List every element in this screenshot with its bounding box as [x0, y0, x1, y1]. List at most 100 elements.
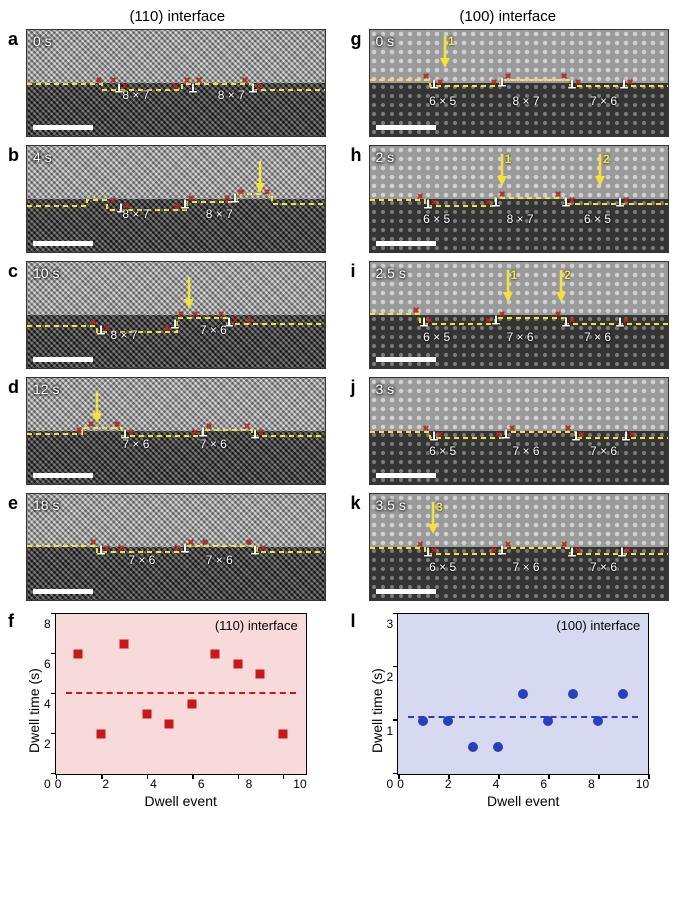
ratio-label: 7 × 6 — [206, 553, 233, 567]
time-label: 3.5 s — [376, 497, 406, 513]
dislocation-core-icon: T — [492, 195, 500, 210]
arrow-number: 2 — [564, 268, 571, 282]
data-point — [210, 650, 219, 659]
dislocation-core-icon: T — [430, 429, 438, 444]
micrograph: 3.5 s6 × 57 × 67 × 6+++++++TTTT3 — [369, 493, 669, 601]
x-axis-label: Dwell event — [55, 793, 307, 809]
panel-g: g0 s6 × 58 × 77 × 6+++++++TTTT1 — [355, 29, 674, 137]
y-axis-ticks: 3 2 1 0 — [387, 613, 398, 809]
panel-letter: k — [351, 493, 361, 514]
scale-bar — [33, 473, 93, 478]
dislocation-core-icon: T — [562, 315, 570, 330]
dislocation-core-icon: T — [424, 197, 432, 212]
y-axis-label: Dwell time (s) — [369, 613, 385, 809]
panel-j: j3 s6 × 57 × 67 × 6+++++++TTTT — [355, 377, 674, 485]
panel-letter: d — [8, 377, 19, 398]
time-label: 4 s — [33, 149, 52, 165]
ratio-label: 8 × 7 — [218, 88, 245, 102]
tick-label: 2 — [44, 737, 51, 751]
tick-label: 2 — [102, 777, 109, 791]
dislocation-core-icon: T — [616, 195, 624, 210]
panel-letter: b — [8, 145, 19, 166]
data-point — [568, 689, 578, 699]
tick-label: 4 — [493, 777, 500, 791]
micrograph: 2.5 s6 × 57 × 67 × 6+++++++TTTT12 — [369, 261, 669, 369]
time-label: 0 s — [33, 33, 52, 49]
dislocation-core-icon: T — [430, 77, 438, 92]
x-axis-label: Dwell event — [397, 793, 649, 809]
tick-label: 0 — [44, 777, 51, 791]
tick-label: 3 — [387, 617, 394, 631]
chart-title: (110) interface — [215, 618, 298, 633]
panel-b: b4 s8 × 78 × 7+++++++TTT — [12, 145, 331, 253]
arrow-number: 2 — [603, 152, 610, 166]
data-point — [493, 742, 503, 752]
chart-f: fDwell time (s)86420(110) interface02468… — [26, 613, 331, 809]
ratio-label: 6 × 5 — [423, 212, 450, 226]
data-point — [256, 670, 265, 679]
dislocation-core-icon: T — [572, 429, 580, 444]
data-point — [278, 730, 287, 739]
tick-label: 6 — [198, 777, 205, 791]
arrow-number: 3 — [436, 500, 443, 514]
time-label: 0 s — [376, 33, 395, 49]
panel-c: c10 s8 × 77 × 6++++++++TTT — [12, 261, 331, 369]
ratio-label: 8 × 7 — [507, 212, 534, 226]
dislocation-core-icon: T — [189, 81, 197, 96]
dislocation-core-icon: T — [618, 545, 626, 560]
y-axis-ticks: 86420 — [44, 613, 55, 809]
panel-i: i2.5 s6 × 57 × 67 × 6+++++++TTTT12 — [355, 261, 674, 369]
x-axis-ticks: 0246810 — [397, 775, 649, 791]
plot-area: (100) interface — [397, 613, 649, 775]
plot-area: (110) interface — [55, 613, 307, 775]
column-headers: (110) interface (100) interface — [12, 8, 673, 25]
interface-line — [27, 146, 325, 253]
dislocation-core-icon: T — [498, 75, 506, 90]
panel-letter: h — [351, 145, 362, 166]
scale-bar — [33, 125, 93, 130]
scale-bar — [376, 125, 436, 130]
arrow-number: 1 — [448, 34, 455, 48]
tick-label: 4 — [150, 777, 157, 791]
arrow-icon — [182, 275, 196, 311]
tick-label: 8 — [588, 777, 595, 791]
tick-label: 2 — [387, 670, 394, 684]
tick-label: 1 — [387, 724, 394, 738]
chart-body: (110) interface0246810Dwell event — [55, 613, 307, 809]
ratio-label: 7 × 6 — [590, 560, 617, 574]
ratio-label: 8 × 7 — [122, 88, 149, 102]
ratio-label: 7 × 6 — [584, 330, 611, 344]
tick-label: 8 — [44, 617, 51, 631]
scale-bar — [33, 357, 93, 362]
panel-letter: c — [8, 261, 18, 282]
data-point — [443, 716, 453, 726]
ratio-label: 6 × 5 — [584, 212, 611, 226]
chart-body: (100) interface0246810Dwell event — [397, 613, 649, 809]
y-axis-label: Dwell time (s) — [26, 613, 42, 809]
dislocation-core-icon: T — [97, 323, 105, 338]
micrograph: 0 s8 × 78 × 7++++++++TTT — [26, 29, 326, 137]
tick-label: 6 — [540, 777, 547, 791]
time-label: 12 s — [33, 381, 59, 397]
ratio-label: 8 × 7 — [122, 207, 149, 221]
tick-label: 0 — [387, 777, 394, 791]
dislocation-core-icon: T — [249, 81, 257, 96]
ratio-label: 6 × 5 — [429, 94, 456, 108]
tick-label: 4 — [44, 697, 51, 711]
mean-line — [66, 692, 296, 694]
dislocation-core-icon: T — [568, 545, 576, 560]
scale-bar — [376, 357, 436, 362]
data-point — [165, 720, 174, 729]
micrograph: 0 s6 × 58 × 77 × 6+++++++TTTT1 — [369, 29, 669, 137]
panel-letter: i — [351, 261, 356, 282]
dislocation-core-icon: T — [231, 191, 239, 206]
time-label: 3 s — [376, 381, 395, 397]
time-label: 18 s — [33, 497, 59, 513]
data-point — [74, 650, 83, 659]
ratio-label: 6 × 5 — [429, 444, 456, 458]
panel-letter: j — [351, 377, 356, 398]
panel-letter: a — [8, 29, 18, 50]
ratio-label: 7 × 6 — [590, 444, 617, 458]
ratio-label: 7 × 6 — [128, 553, 155, 567]
tick-label: 0 — [397, 777, 404, 791]
